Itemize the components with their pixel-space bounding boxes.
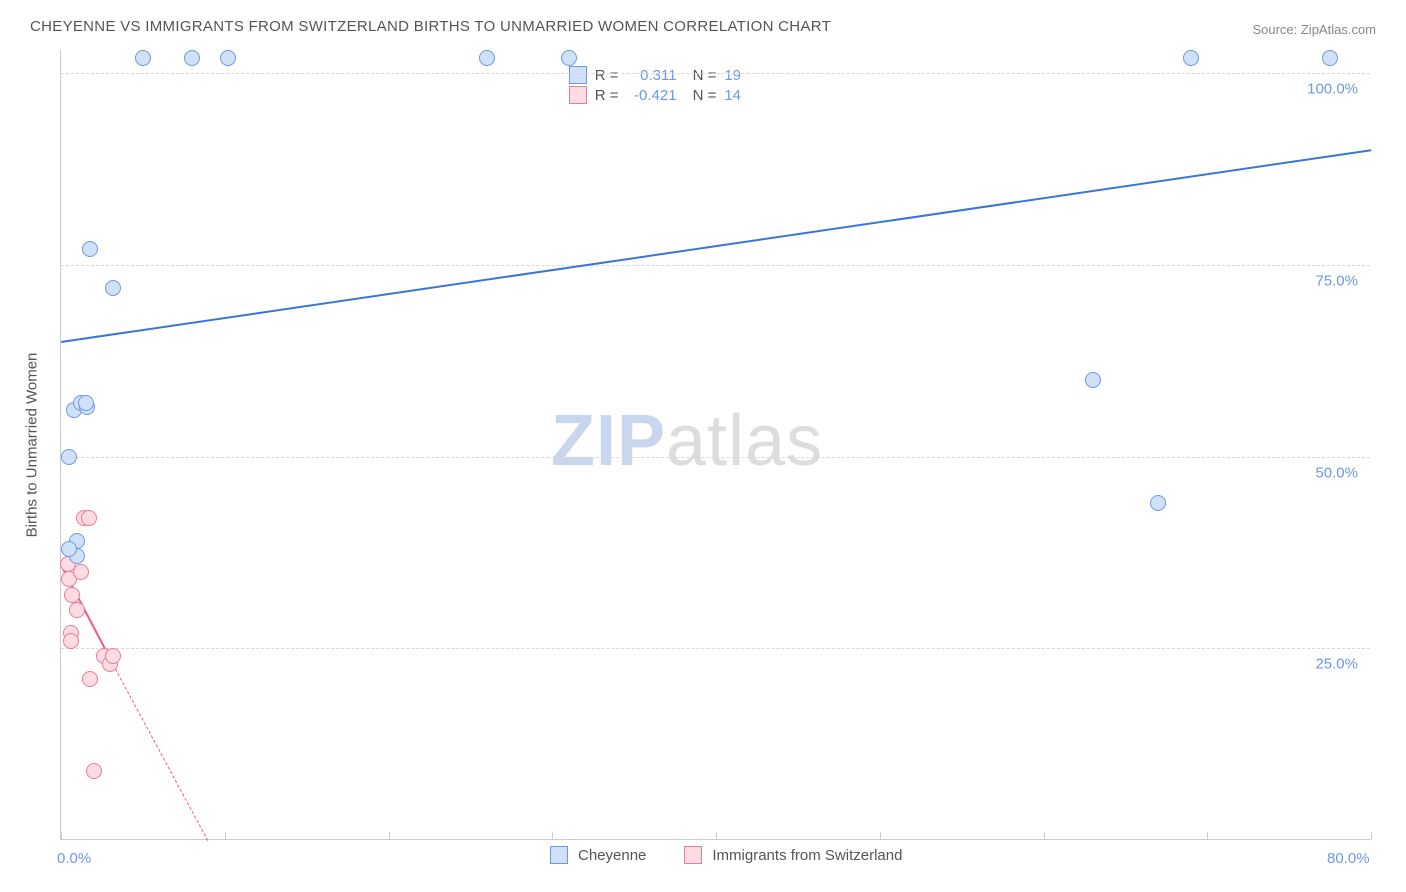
legend-r-label-b: R = — [595, 87, 619, 104]
legend-swatch-swiss — [684, 846, 702, 864]
x-tick — [716, 832, 717, 840]
data-point-cheyenne — [1183, 50, 1199, 66]
x-tick — [225, 832, 226, 840]
legend-n-label-b: N = — [693, 87, 717, 104]
legend-r-value-a: 0.311 — [627, 67, 677, 84]
x-tick — [1371, 832, 1372, 840]
legend-label-swiss: Immigrants from Switzerland — [712, 847, 902, 864]
y-tick-label: 75.0% — [1315, 272, 1358, 289]
y-tick-label: 100.0% — [1307, 81, 1358, 98]
trendline-extrapolation — [113, 664, 209, 841]
data-point-swiss — [73, 564, 89, 580]
y-tick-label: 50.0% — [1315, 464, 1358, 481]
data-point-swiss — [81, 510, 97, 526]
legend-swatch-b — [569, 86, 587, 104]
legend-row-a: R = 0.311 N = 19 — [569, 66, 741, 84]
x-tick — [880, 832, 881, 840]
data-point-cheyenne — [105, 280, 121, 296]
legend-swatch-cheyenne — [550, 846, 568, 864]
data-point-cheyenne — [561, 50, 577, 66]
data-point-cheyenne — [82, 241, 98, 257]
chart-title: CHEYENNE VS IMMIGRANTS FROM SWITZERLAND … — [30, 18, 831, 35]
y-tick-label: 25.0% — [1315, 656, 1358, 673]
legend-r-value-b: -0.421 — [627, 87, 677, 104]
trendline — [61, 150, 1371, 344]
data-point-swiss — [63, 633, 79, 649]
data-point-cheyenne — [184, 50, 200, 66]
data-point-cheyenne — [61, 449, 77, 465]
data-point-cheyenne — [479, 50, 495, 66]
watermark-zip: ZIP — [551, 401, 666, 481]
legend-r-label-a: R = — [595, 67, 619, 84]
legend-n-label-a: N = — [693, 67, 717, 84]
legend-n-value-b: 14 — [724, 87, 741, 104]
x-tick — [1207, 832, 1208, 840]
data-point-swiss — [86, 763, 102, 779]
x-tick — [552, 832, 553, 840]
data-point-cheyenne — [1322, 50, 1338, 66]
legend-n-value-a: 19 — [724, 67, 741, 84]
legend-label-cheyenne: Cheyenne — [578, 847, 646, 864]
data-point-cheyenne — [61, 541, 77, 557]
x-tick — [61, 832, 62, 840]
x-tick-label: 0.0% — [57, 850, 91, 867]
source-attribution: Source: ZipAtlas.com — [1252, 22, 1376, 37]
x-tick — [1044, 832, 1045, 840]
data-point-cheyenne — [220, 50, 236, 66]
x-tick-label: 80.0% — [1327, 850, 1370, 867]
watermark: ZIPatlas — [551, 400, 823, 482]
scatter-plot: ZIPatlas R = 0.311 N = 19 R = -0.421 N =… — [60, 50, 1370, 840]
gridline — [61, 73, 1370, 74]
y-axis-label: Births to Unmarried Women — [24, 353, 41, 538]
watermark-atlas: atlas — [666, 401, 823, 481]
data-point-cheyenne — [135, 50, 151, 66]
series-legend: Cheyenne Immigrants from Switzerland — [550, 846, 902, 864]
gridline — [61, 648, 1370, 649]
legend-swatch-a — [569, 66, 587, 84]
gridline — [61, 457, 1370, 458]
gridline — [61, 265, 1370, 266]
data-point-swiss — [64, 587, 80, 603]
data-point-cheyenne — [1085, 372, 1101, 388]
data-point-cheyenne — [1150, 495, 1166, 511]
data-point-swiss — [82, 671, 98, 687]
data-point-cheyenne — [78, 395, 94, 411]
x-tick — [389, 832, 390, 840]
correlation-legend: R = 0.311 N = 19 R = -0.421 N = 14 — [559, 58, 751, 112]
data-point-swiss — [69, 602, 85, 618]
legend-row-b: R = -0.421 N = 14 — [569, 86, 741, 104]
data-point-swiss — [105, 648, 121, 664]
